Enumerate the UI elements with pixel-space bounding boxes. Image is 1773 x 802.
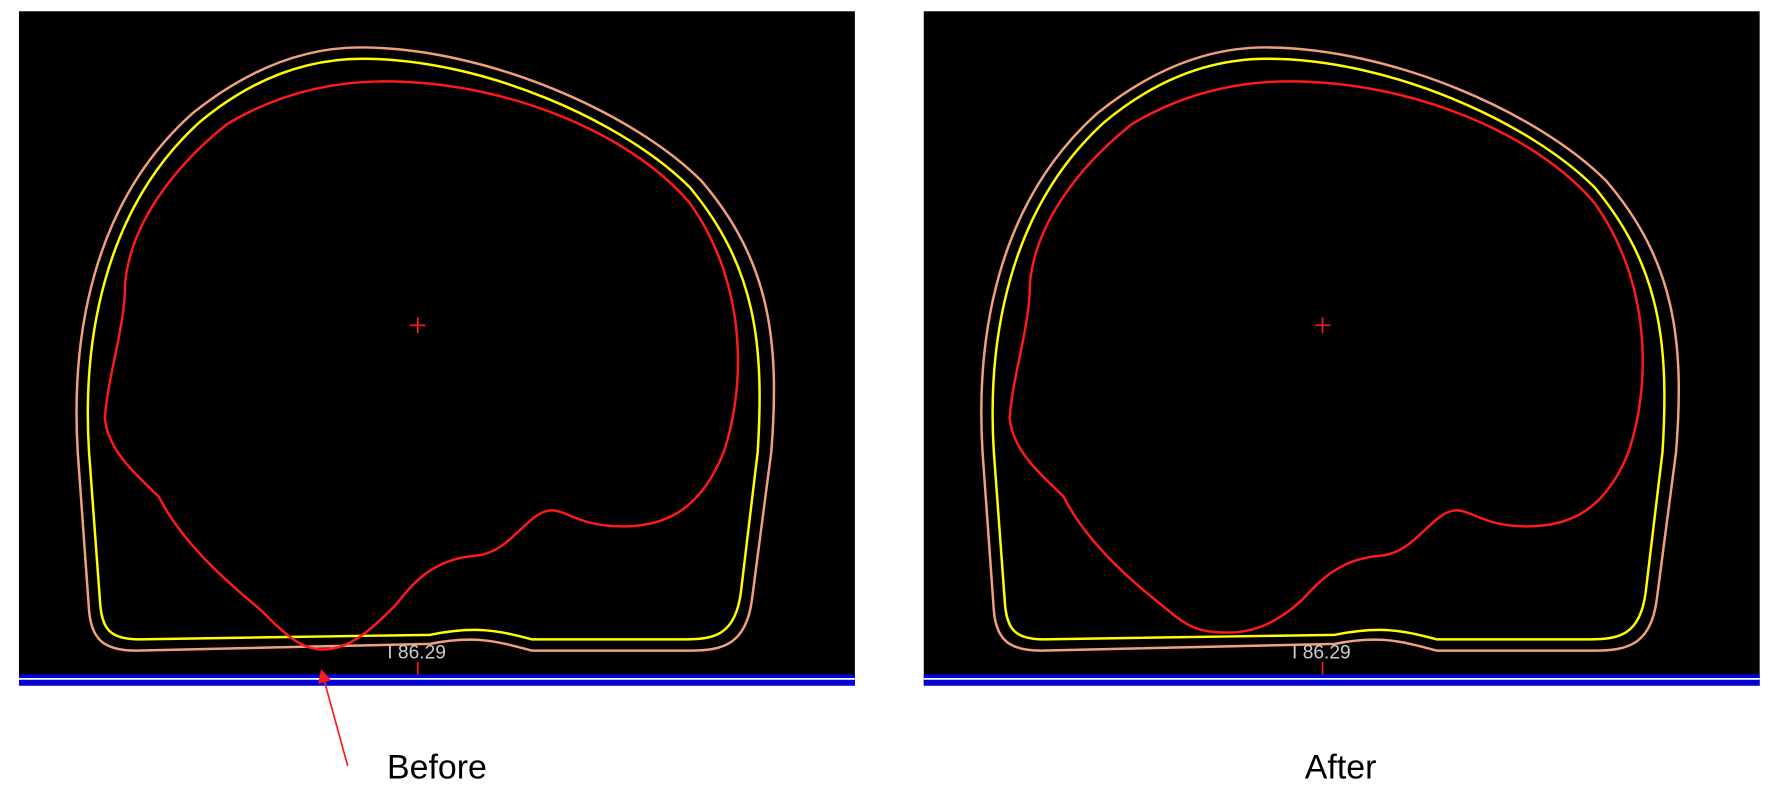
crosshair — [409, 317, 426, 334]
slice-label: I 86.29 — [1292, 643, 1351, 664]
viewport — [18, 11, 855, 686]
caption: Before — [387, 748, 487, 786]
inner-contour — [103, 80, 740, 651]
after-panel: I 86.29 After — [923, 11, 1760, 786]
middle-contour — [991, 57, 1666, 641]
before-panel: I 86.29 Before — [18, 11, 855, 786]
middle-contour — [86, 57, 761, 641]
crosshair — [1314, 317, 1331, 334]
arrow — [318, 668, 349, 767]
outer-contour — [75, 46, 776, 652]
scale-bar — [18, 674, 855, 686]
caption: After — [1305, 748, 1377, 786]
outer-contour — [980, 46, 1680, 652]
slice-label: I 86.29 — [387, 643, 446, 664]
scale-bar — [923, 674, 1760, 686]
inner-contour — [1008, 80, 1644, 634]
viewport — [923, 11, 1760, 686]
